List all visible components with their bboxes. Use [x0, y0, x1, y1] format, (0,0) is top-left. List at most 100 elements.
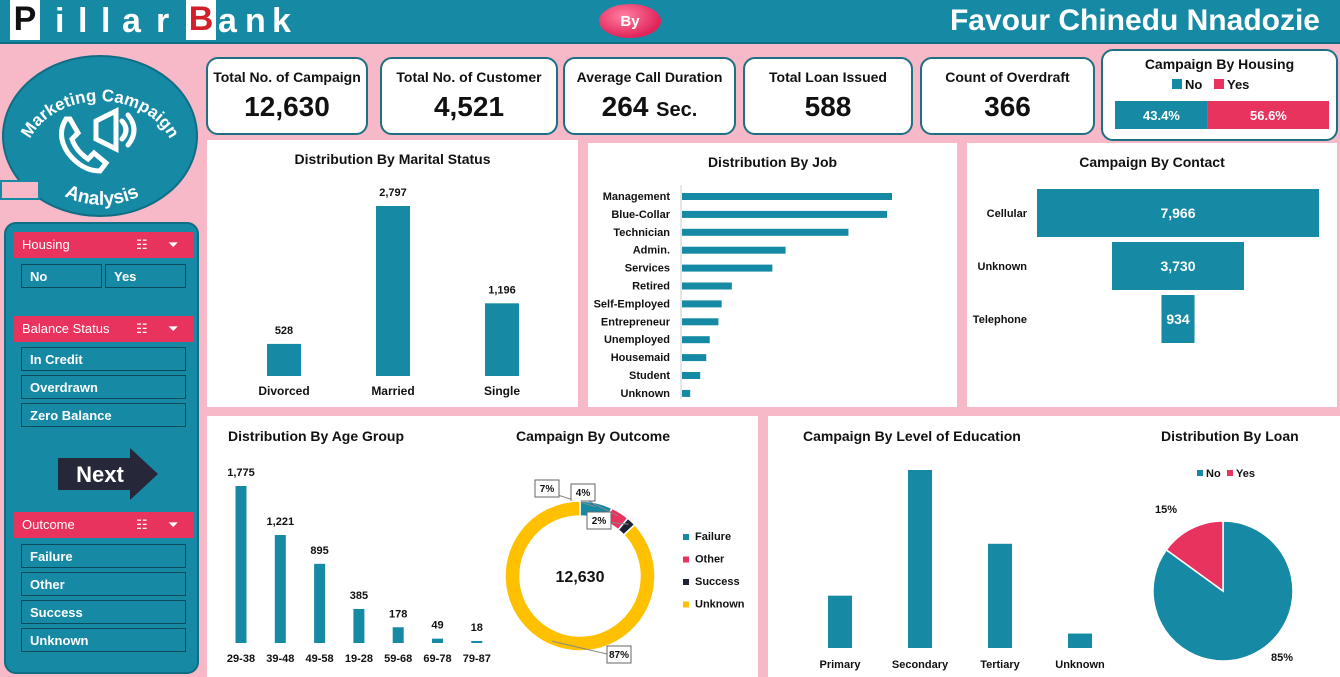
legend-swatch-yes: [1214, 79, 1224, 89]
age-category-label: 79-87: [463, 653, 491, 665]
housing-option-yes[interactable]: Yes: [105, 264, 186, 288]
housing-bar-yes: [1207, 101, 1329, 129]
contact-data-label: 934: [1166, 311, 1190, 327]
outcome-label-box: [570, 483, 596, 502]
contact-bar-unknown: [1111, 242, 1245, 290]
multi-select-icon[interactable]: ☷: [136, 321, 148, 336]
job-bar-blue-collar: [682, 210, 888, 218]
loan-chart-title: Distribution By Loan: [1161, 428, 1299, 444]
age-data-label: 1,221: [267, 516, 295, 528]
kpi-average-call-duration: Average Call Duration 264 Sec.: [563, 57, 736, 135]
kpi-value: 264 Sec.: [601, 91, 698, 122]
job-bar-unemployed: [682, 336, 710, 344]
outcome-option-unknown[interactable]: Unknown: [21, 628, 186, 652]
job-category-label: Student: [629, 370, 670, 382]
outcome-option-success[interactable]: Success: [21, 600, 186, 624]
kpi-label: Total No. of Campaign: [213, 69, 361, 85]
education-bar-primary: [828, 595, 852, 648]
kpi-unit: Sec.: [656, 99, 698, 121]
loan-legend-swatch-yes: [1227, 470, 1233, 476]
job-category-label: Retired: [632, 281, 670, 293]
author-name: Favour Chinedu Nnadozie: [949, 4, 1320, 37]
contact-category-label: Unknown: [978, 261, 1028, 273]
kpi-value: 4,521: [433, 91, 505, 122]
education-category-label: Primary: [820, 659, 862, 671]
job-category-label: Technician: [613, 227, 670, 239]
clear-filter-icon[interactable]: ⏷: [168, 237, 179, 252]
education-chart-title: Campaign By Level of Education: [803, 428, 1021, 444]
job-category-label: Unemployed: [604, 334, 670, 346]
job-category-label: Management: [603, 191, 671, 203]
housing-slicer-title: Housing: [22, 237, 70, 252]
job-category-label: Entrepreneur: [601, 316, 671, 328]
outcome-data-label: 7%: [540, 484, 555, 495]
balance-slicer-header: Balance Status: [14, 316, 194, 342]
outcome-legend-label: Success: [695, 576, 740, 588]
education-loan-panel: Campaign By Level of Education Distribut…: [768, 416, 1340, 677]
next-button[interactable]: Next: [58, 448, 158, 500]
outcome-donut-chart: 7% 4% 2% 87% 12,630 Failure Other Success Unknow…: [504, 479, 745, 664]
balance-option-zero-balance[interactable]: Zero Balance: [21, 403, 186, 427]
age-category-label: 69-78: [423, 653, 451, 665]
age-data-label: 385: [350, 590, 368, 602]
housing-bar-label: 43.4%: [1143, 108, 1180, 123]
kpi-total-customer: Total No. of Customer 4,521: [380, 57, 558, 135]
balance-slicer-title: Balance Status: [22, 321, 110, 336]
job-bar-management: [682, 193, 892, 200]
loan-pie-chart: 85% 15% No Yes: [1152, 468, 1294, 664]
age-bar-79-87: [471, 641, 483, 643]
marital-category-label: Single: [484, 384, 520, 398]
kpi-total-loan-issued: Total Loan Issued 588: [743, 57, 913, 135]
job-bar-services: [682, 264, 773, 272]
marital-category-label: Divorced: [258, 384, 309, 398]
age-category-label: 59-68: [384, 653, 412, 665]
housing-chart: No Yes 43.4% 56.6%: [1115, 77, 1329, 129]
education-bar-secondary: [908, 470, 932, 648]
housing-option-no[interactable]: No: [21, 264, 102, 288]
housing-bar-no: [1115, 101, 1208, 129]
job-category-label: Services: [625, 263, 670, 275]
title-letter: i: [55, 2, 65, 40]
housing-chart-title: Campaign By Housing: [1144, 56, 1295, 72]
outcome-option-other[interactable]: Other: [21, 572, 186, 596]
outcome-legend-swatch-unknown: [683, 601, 689, 608]
job-category-label: Unknown: [621, 388, 671, 400]
title-letter: l: [78, 2, 88, 40]
logo-text-top: Marketing Campaign: [17, 86, 183, 141]
job-category-label: Blue-Collar: [611, 209, 670, 221]
age-category-label: 19-28: [345, 653, 373, 665]
marital-status-panel: Distribution By Marital Status 528 Divorc…: [207, 140, 578, 407]
outcome-option-failure[interactable]: Failure: [21, 544, 186, 568]
outcome-label-box: [606, 645, 632, 664]
clear-filter-icon[interactable]: ⏷: [168, 517, 179, 532]
contact-bar-cellular: [1037, 189, 1319, 237]
multi-select-icon[interactable]: ☷: [136, 237, 148, 252]
outcome-leader-line: [551, 640, 608, 655]
kpi-value: 366: [984, 91, 1031, 122]
age-group-chart: 1,775 29-38 1,221 39-48 895 49-58 385 19-28 178 5…: [227, 467, 491, 665]
contact-category-label: Telephone: [973, 314, 1027, 326]
logo-text-bottom: Analysis: [62, 181, 142, 210]
age-data-label: 18: [471, 622, 483, 634]
age-category-label: 39-48: [266, 653, 294, 665]
marital-chart: 528 Divorced 2,797 Married 1,196 Single: [258, 187, 520, 398]
marital-data-label: 1,196: [488, 284, 516, 296]
outcome-data-label: 2%: [592, 516, 607, 527]
multi-select-icon[interactable]: ☷: [136, 517, 148, 532]
contact-bar-telephone: [1161, 295, 1195, 343]
kpi-value: 12,630: [244, 91, 330, 122]
title-letter: a: [218, 2, 237, 40]
outcome-legend-label: Unknown: [695, 599, 745, 611]
outcome-legend-label: Other: [695, 554, 725, 566]
job-bar-admin: [682, 246, 786, 254]
loan-legend-swatch-no: [1197, 470, 1203, 476]
outcome-slicer-title: Outcome: [22, 517, 75, 532]
job-bar-retired: [682, 282, 732, 290]
job-bar-unknown: [682, 389, 691, 397]
clear-filter-icon[interactable]: ⏷: [168, 321, 179, 336]
balance-option-in-credit[interactable]: In Credit: [21, 347, 186, 371]
balance-option-overdrawn[interactable]: Overdrawn: [21, 375, 186, 399]
job-bar-technician: [682, 228, 849, 236]
job-bar-self-employed: [682, 300, 722, 308]
by-badge: By: [599, 4, 661, 38]
